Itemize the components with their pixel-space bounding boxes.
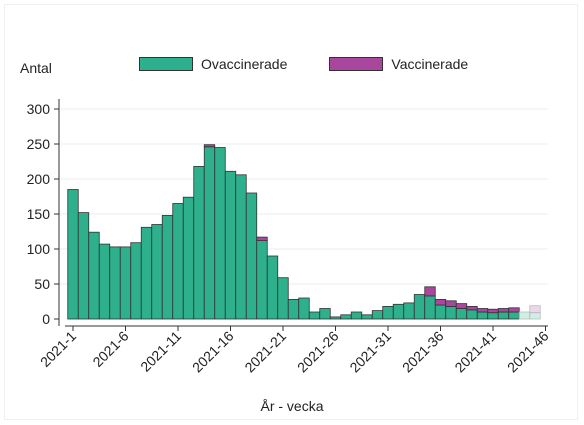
bar-vaccinerade — [529, 305, 541, 314]
y-tick-label: 50 — [34, 276, 50, 292]
bar-ovaccinerade — [340, 314, 352, 320]
bar-ovaccinerade — [182, 196, 195, 320]
bar-ovaccinerade — [161, 214, 174, 320]
x-tick-label: 2021-1 — [37, 328, 79, 370]
bar-ovaccinerade — [403, 302, 415, 320]
bar-ovaccinerade — [109, 246, 121, 320]
bar-ovaccinerade — [140, 226, 153, 320]
bar-ovaccinerade — [319, 308, 331, 320]
bar-ovaccinerade — [172, 203, 184, 320]
bar-ovaccinerade — [224, 170, 237, 320]
bar-vaccinerade — [455, 303, 468, 309]
bar-ovaccinerade — [350, 311, 363, 320]
y-axis-title: Antal — [20, 60, 52, 76]
bar-ovaccinerade — [371, 310, 384, 320]
bar-ovaccinerade — [392, 303, 405, 320]
x-tick-label: 2021-21 — [241, 328, 289, 376]
bar-ovaccinerade — [413, 294, 426, 320]
legend-swatch-vaccinerade — [329, 57, 384, 71]
bar-ovaccinerade — [487, 312, 499, 320]
x-tick-label: 2021-11 — [137, 328, 184, 375]
bar-ovaccinerade — [193, 165, 205, 320]
y-tick-label: 100 — [27, 241, 51, 257]
chart-frame — [4, 4, 578, 420]
bar-vaccinerade — [203, 144, 216, 148]
bar-ovaccinerade — [266, 255, 279, 320]
bar-ovaccinerade — [67, 189, 79, 320]
x-tick-label: 2021-31 — [346, 328, 394, 376]
bar-ovaccinerade — [119, 246, 132, 320]
bar-ovaccinerade — [77, 212, 90, 320]
bar-vaccinerade — [487, 308, 499, 314]
bar-ovaccinerade — [287, 298, 300, 320]
bar-ovaccinerade — [245, 192, 258, 320]
bar-ovaccinerade — [434, 304, 447, 320]
y-tick-label: 300 — [27, 101, 51, 117]
bar-ovaccinerade — [130, 242, 142, 320]
bar-ovaccinerade — [235, 174, 247, 320]
bar-ovaccinerade — [497, 311, 510, 320]
bar-ovaccinerade — [214, 147, 226, 320]
y-tick-label: 0 — [42, 311, 50, 327]
x-tick-label: 2021-36 — [399, 328, 447, 376]
bar-ovaccinerade — [329, 316, 342, 320]
bar-vaccinerade — [445, 300, 457, 307]
bar-ovaccinerade — [476, 311, 489, 320]
y-tick-label: 200 — [27, 171, 51, 187]
bar-ovaccinerade — [298, 297, 310, 320]
bar-ovaccinerade — [508, 311, 520, 320]
legend-label-ovaccinerade: Ovaccinerade — [201, 56, 288, 72]
legend-item-vaccinerade: Vaccinerade — [329, 56, 468, 72]
bar-ovaccinerade — [424, 295, 436, 320]
bar-ovaccinerade — [256, 240, 268, 320]
x-tick-label: 2021-26 — [294, 328, 342, 376]
bar-ovaccinerade — [277, 277, 289, 320]
y-tick-label: 250 — [27, 136, 51, 152]
bar-ovaccinerade — [529, 312, 541, 320]
bar-ovaccinerade — [445, 305, 457, 320]
bar-ovaccinerade — [98, 243, 111, 320]
legend-item-ovaccinerade: Ovaccinerade — [139, 56, 287, 72]
bar-ovaccinerade — [518, 311, 531, 320]
x-axis-title: År - vecka — [260, 398, 324, 414]
bar-ovaccinerade — [308, 311, 321, 320]
legend-label-vaccinerade: Vaccinerade — [391, 56, 469, 72]
bar-ovaccinerade — [88, 231, 100, 320]
x-tick-label: 2021-41 — [451, 328, 499, 376]
legend: Ovaccinerade Vaccinerade — [139, 56, 510, 72]
bar-vaccinerade — [497, 308, 510, 313]
bar-ovaccinerade — [382, 305, 394, 320]
bar-ovaccinerade — [466, 309, 478, 320]
bar-vaccinerade — [434, 298, 447, 306]
bar-ovaccinerade — [151, 224, 163, 320]
bar-vaccinerade — [508, 307, 520, 313]
x-tick-label: 2021-6 — [89, 328, 131, 370]
bar-vaccinerade — [256, 236, 268, 242]
bar-ovaccinerade — [361, 314, 373, 320]
bar-vaccinerade — [424, 286, 436, 297]
x-tick-label: 2021-46 — [504, 328, 552, 376]
bar-ovaccinerade — [203, 146, 216, 320]
bar-vaccinerade — [466, 305, 478, 311]
bar-ovaccinerade — [455, 308, 468, 320]
legend-swatch-ovaccinerade — [139, 57, 193, 71]
x-tick-label: 2021-16 — [189, 328, 237, 376]
y-tick-label: 150 — [27, 206, 51, 222]
bar-vaccinerade — [476, 308, 489, 313]
